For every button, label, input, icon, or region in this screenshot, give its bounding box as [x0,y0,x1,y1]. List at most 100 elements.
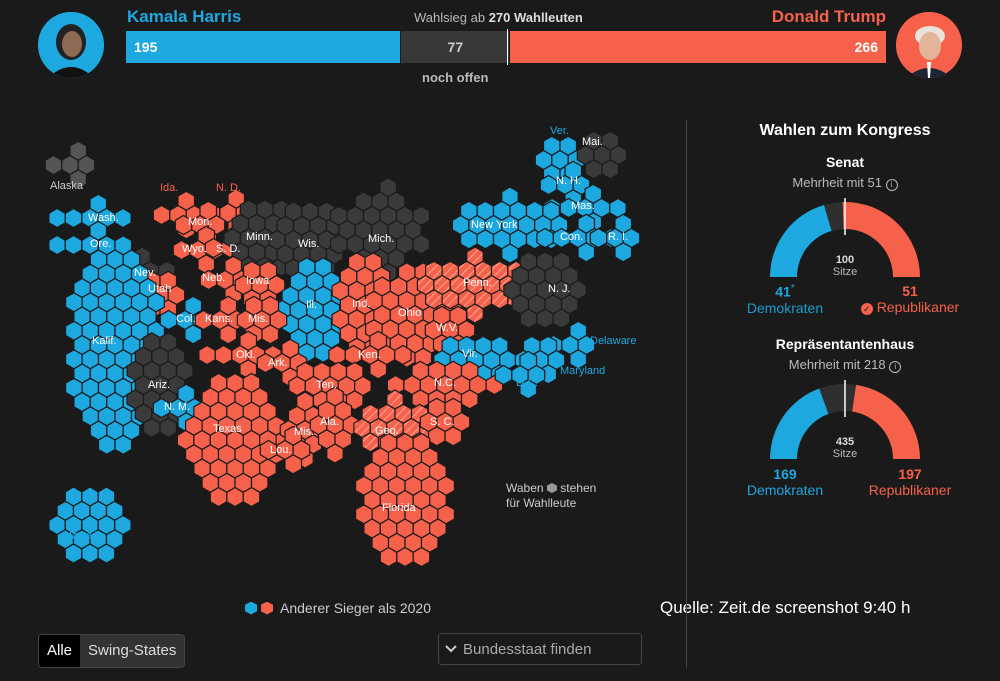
state-hex[interactable] [64,543,83,564]
state-hex[interactable] [466,303,484,324]
state-hex[interactable] [539,174,558,196]
senate-dem-label: Demokraten [746,299,824,316]
state-hex[interactable] [494,364,513,386]
state-hex[interactable] [284,454,303,475]
state-search[interactable]: Bundesstaat finden [438,633,642,665]
state-hex[interactable] [501,243,519,264]
house-title: Repräsentantenhaus [775,336,915,352]
state-hex[interactable] [444,426,463,447]
state-hex[interactable] [609,197,627,219]
senate-majority: Mehrheit mit 51 i [730,175,960,191]
state-hex[interactable] [48,207,66,229]
state-hex[interactable] [226,486,244,508]
state-hex-group[interactable] [576,130,628,180]
state-hex[interactable] [97,543,116,564]
state-hex-group[interactable] [328,330,412,380]
panel-divider [686,120,687,668]
senate-dem: 41* Demokraten [730,283,840,316]
state-hex[interactable] [214,344,233,366]
trump-electors-bar: 266 [510,31,886,63]
state-hex[interactable] [97,434,116,455]
hex-note-word2: stehen [560,481,597,495]
state-hex[interactable] [114,434,133,455]
state-hex[interactable] [427,426,446,447]
state-hex[interactable] [519,308,538,329]
state-hex[interactable] [412,546,431,568]
state-hex[interactable] [601,159,620,180]
state-hex[interactable] [328,344,346,366]
state-label: Penn. [463,277,492,289]
state-hex[interactable] [412,234,430,255]
state-hex-group[interactable] [259,425,311,475]
state-hex[interactable] [198,344,216,366]
state-hex-group[interactable] [44,140,96,190]
state-hex[interactable] [394,344,412,366]
state-hex[interactable] [81,543,99,564]
state-hex-group[interactable] [419,397,471,447]
state-hex[interactable] [219,324,238,345]
state-hex[interactable] [330,234,348,255]
state-hex[interactable] [261,324,280,345]
state-label: Wis. [298,238,320,250]
state-hex[interactable] [460,229,478,250]
state-hex[interactable] [44,154,63,176]
state-hex[interactable] [48,234,66,256]
state-hex[interactable] [584,159,603,180]
hex-map-canvas[interactable] [30,120,680,600]
state-hex[interactable] [197,254,216,275]
state-hex[interactable] [569,349,588,370]
state-hex-group[interactable] [152,383,204,433]
info-icon[interactable]: i [885,179,898,191]
filter-all-button[interactable]: Alle [39,635,81,667]
state-hex-group[interactable] [355,432,455,568]
state-hex[interactable] [552,308,571,329]
us-hex-map[interactable]: Alaska Wash. Ore. Ida. N. D. Mon. Wyo. S. D. Min… [30,120,680,600]
filter-swing-button[interactable]: Swing-States [80,635,185,667]
state-hex[interactable] [369,359,388,380]
state-hex[interactable] [159,309,178,331]
state-hex[interactable] [519,379,538,400]
state-hex[interactable] [242,486,261,508]
state-hex[interactable] [589,227,608,249]
open-electors-count: 77 [447,39,464,55]
state-hex[interactable] [577,242,596,263]
state-hex[interactable] [64,234,83,256]
state-hex[interactable] [536,227,554,249]
state-hex[interactable] [152,204,171,226]
state-hex[interactable] [379,546,398,568]
harris-avatar [38,12,104,78]
majority-line [507,29,508,65]
state-label: Ken. [358,349,381,361]
state-hex[interactable] [441,289,460,310]
state-hex-group[interactable] [48,486,132,564]
state-hex[interactable] [614,242,633,263]
state-hex[interactable] [142,417,161,438]
state-hex[interactable] [326,443,344,464]
state-label: Mis. [248,313,269,325]
state-hex[interactable] [425,289,443,310]
state-hex[interactable] [114,207,132,229]
state-hex[interactable] [396,546,414,568]
state-label: Florida [382,502,416,514]
state-label: Lou. [270,444,292,456]
state-hex[interactable] [209,486,228,508]
trump-avatar [896,12,962,78]
state-hex[interactable] [536,308,554,329]
state-hex[interactable] [460,389,479,410]
state-hex-group[interactable] [330,177,430,283]
info-icon[interactable]: i [889,361,902,373]
state-hex-group[interactable] [172,225,224,275]
state-hex-group[interactable] [386,360,504,410]
state-hex-group[interactable] [503,251,587,329]
gauge-open-segment [824,202,844,231]
state-hex[interactable] [159,417,178,438]
trump-name: Donald Trump [771,7,886,26]
harris-electors-count: 195 [134,39,158,55]
state-hex-group[interactable] [494,350,546,400]
state-hex[interactable] [69,169,88,190]
state-hex[interactable] [64,207,83,229]
house-total-label: Sitze [832,448,858,460]
state-hex[interactable] [476,229,495,250]
state-hex-group[interactable] [589,213,641,263]
state-hex[interactable] [184,324,203,345]
